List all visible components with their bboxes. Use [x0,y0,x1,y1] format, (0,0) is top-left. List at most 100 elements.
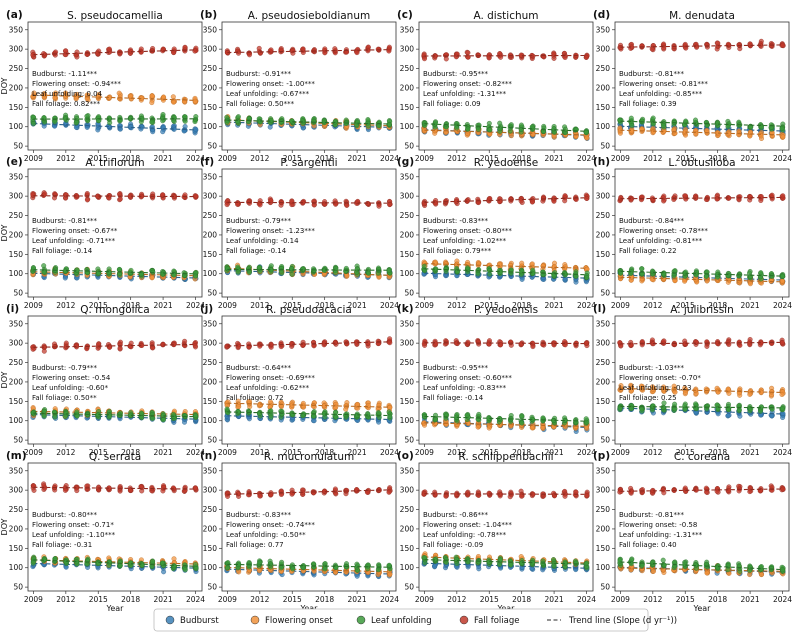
x-tick-label: 2021 [154,448,173,457]
leaf-point [650,403,656,409]
fall-point [486,55,492,61]
leaf-point [583,129,589,135]
fall-point [117,342,123,348]
leaf-point [235,114,241,120]
flowering-slope-text: Flowering onset: -0.54 [32,374,111,382]
leaf-point [138,410,144,416]
flowering-point [584,135,590,141]
x-tick-label: 2021 [154,154,173,163]
y-tick-label: 100 [203,416,218,425]
fall-point [715,40,721,46]
fall-point [53,192,58,198]
leaf-point [289,118,295,124]
x-tick-label: 2009 [24,301,43,310]
leaf-point [465,265,470,271]
fall-point [780,42,786,48]
x-tick-label: 2024 [773,448,792,457]
fall-slope-text: Fall foliage: 0.39 [619,100,677,108]
leaf-point [95,266,101,272]
x-tick-label: 2009 [218,301,237,310]
y-tick-label: 50 [207,142,217,151]
y-tick-label: 350 [400,172,415,181]
y-tick-label: 200 [596,230,611,239]
flowering-point [747,391,753,397]
flowering-point [149,275,155,281]
fall-point [736,339,742,345]
fall-point [747,194,753,200]
x-tick-label: 2009 [218,448,237,457]
x-tick-label: 2009 [24,448,43,457]
panel-title: R. pseudoacacia [266,304,352,316]
leaf-point [193,273,198,279]
fall-slope-text: Fall foliage: 0.50*** [226,100,295,108]
x-tick-label: 2012 [447,301,466,310]
fall-point [530,344,536,350]
leaf-point [660,123,666,128]
flowering-slope-text: Flowering onset: -1.00*** [226,80,315,88]
y-tick-label: 200 [9,83,24,92]
fall-slope-text: Fall foliage: 0.72 [226,394,284,402]
x-tick-label: 2021 [741,154,760,163]
leaf-point [562,126,568,132]
flowering-point [117,94,123,100]
y-tick-label: 300 [203,45,218,54]
y-tick-label: 350 [400,319,415,328]
x-tick-label: 2015 [89,595,108,604]
x-tick-label: 2012 [56,595,75,604]
x-tick-label: 2009 [24,154,43,163]
y-tick-label: 100 [203,269,218,278]
y-tick-label: 150 [9,397,24,406]
leaf-point [672,268,678,274]
leaf-point [31,121,36,127]
leaf-point [421,263,427,269]
panel-h: (h) L. obtusiloba501001502002503003502009… [593,156,792,310]
leaf-slope-text: Leaf unfolding: -0.81*** [619,237,703,245]
panel-title: R. yedoense [474,157,538,169]
panel-label: (a) [6,9,23,21]
leaf-point [476,411,482,417]
y-tick-label: 350 [203,319,218,328]
fall-slope-text: Fall foliage: 0.22 [619,247,677,255]
fall-point [433,341,439,347]
fall-point [182,44,188,50]
x-tick-label: 2024 [773,301,792,310]
flowering-point [343,406,349,412]
leaf-point [725,273,731,278]
leaf-point [257,119,263,125]
leaf-point [149,119,155,125]
x-axis-label: Year [106,604,125,613]
panel-b: (b) A. pseudosieboldianum5010015020025030… [200,9,399,163]
leaf-slope-text: Leaf unfolding: -0.83*** [423,384,507,392]
fall-point [583,54,589,60]
fall-slope-text: Fall foliage: -0.14 [423,394,484,402]
y-tick-label: 50 [13,583,23,592]
leaf-trend-line [227,119,390,125]
flowering-point [310,403,316,409]
x-tick-label: 2015 [480,154,499,163]
leaf-point [758,270,764,276]
fall-point [257,343,263,349]
y-tick-label: 150 [400,250,415,259]
fall-point [779,340,785,346]
leaf-slope-text: Leaf unfolding: -0.23 [619,384,692,392]
y-tick-label: 300 [9,192,24,201]
leaf-point [225,266,231,272]
panel-l: (l) A. julibrissin50100150200250300350200… [593,303,792,457]
x-tick-label: 2012 [643,154,662,163]
y-tick-label: 200 [203,83,218,92]
panel-title: A. pseudosieboldianum [248,10,370,22]
fall-point [138,49,144,55]
x-tick-label: 2009 [611,448,630,457]
leaf-point [650,115,656,121]
x-tick-label: 2018 [121,154,140,163]
leaf-point [465,126,471,132]
x-tick-label: 2018 [315,154,334,163]
budburst-trend-line [620,125,783,132]
leaf-point [650,269,656,275]
leaf-point [583,416,589,422]
y-tick-label: 200 [9,524,24,533]
fall-slope-text: Fall foliage: 0.82*** [32,100,101,108]
leaf-point [758,408,763,414]
fall-point [758,194,764,200]
